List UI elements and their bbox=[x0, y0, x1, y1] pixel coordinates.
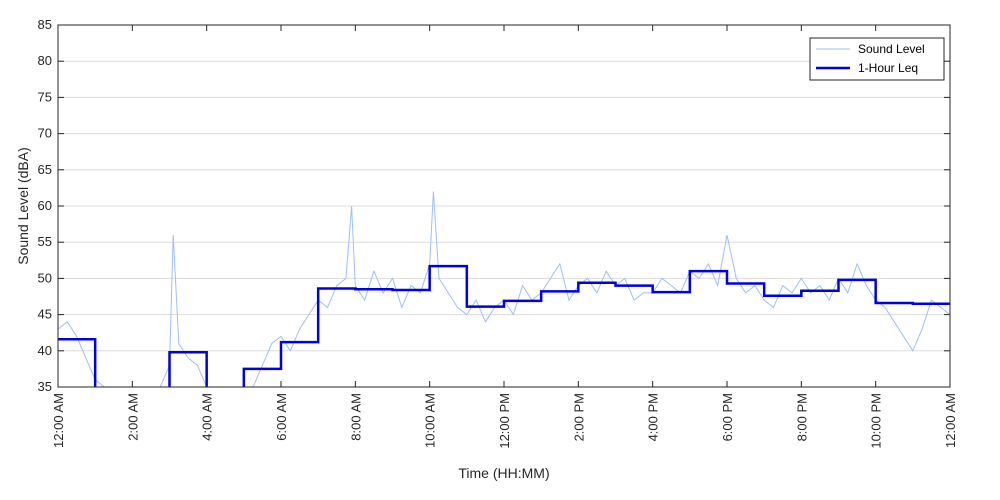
x-tick-label: 8:00 AM bbox=[348, 393, 363, 441]
x-tick-label: 6:00 AM bbox=[274, 393, 289, 441]
grid bbox=[58, 60, 950, 352]
legend-label-sound-level: Sound Level bbox=[858, 42, 925, 56]
y-tick-label: 55 bbox=[38, 234, 52, 249]
legend-label-1-hour-leq: 1-Hour Leq bbox=[858, 61, 918, 75]
plot-border bbox=[57, 24, 951, 388]
series-1-hour-leq bbox=[58, 264, 950, 387]
x-axis-label: Time (HH:MM) bbox=[458, 465, 549, 481]
legend-box bbox=[809, 37, 945, 81]
y-tick-label: 75 bbox=[38, 89, 52, 104]
x-tick-label: 4:00 AM bbox=[200, 393, 215, 441]
x-tick-label: 10:00 PM bbox=[869, 393, 884, 449]
x-tick-label: 2:00 PM bbox=[571, 393, 586, 441]
series-sound-level bbox=[58, 191, 950, 387]
y-axis-label: Sound Level (dBA) bbox=[15, 147, 31, 265]
legend: Sound Level 1-Hour Leq bbox=[809, 37, 945, 81]
x-tick-label: 12:00 AM bbox=[943, 393, 958, 448]
x-tick-label: 2:00 AM bbox=[125, 393, 140, 441]
sound-level-line bbox=[58, 191, 950, 387]
x-tick-label: 12:00 AM bbox=[51, 393, 66, 448]
x-tick-label: 6:00 PM bbox=[720, 393, 735, 441]
x-tick-label: 10:00 AM bbox=[423, 393, 438, 448]
y-tick-label: 35 bbox=[38, 379, 52, 394]
leq-step-line bbox=[58, 264, 950, 387]
y-tick-label: 80 bbox=[38, 53, 52, 68]
x-tick-label: 8:00 PM bbox=[794, 393, 809, 441]
y-tick-label: 50 bbox=[38, 270, 52, 285]
y-tick-label: 70 bbox=[38, 126, 52, 141]
y-tick-label: 45 bbox=[38, 307, 52, 322]
y-tick-label: 65 bbox=[38, 162, 52, 177]
x-axis-ticks: 12:00 AM 2:00 AM 4:00 AM 6:00 AM 8:00 AM 10:0… bbox=[51, 25, 958, 449]
x-tick-label: 4:00 PM bbox=[646, 393, 661, 441]
x-tick-label: 12:00 PM bbox=[497, 393, 512, 449]
y-tick-label: 85 bbox=[38, 17, 52, 32]
y-tick-label: 60 bbox=[38, 198, 52, 213]
y-tick-label: 40 bbox=[38, 343, 52, 358]
